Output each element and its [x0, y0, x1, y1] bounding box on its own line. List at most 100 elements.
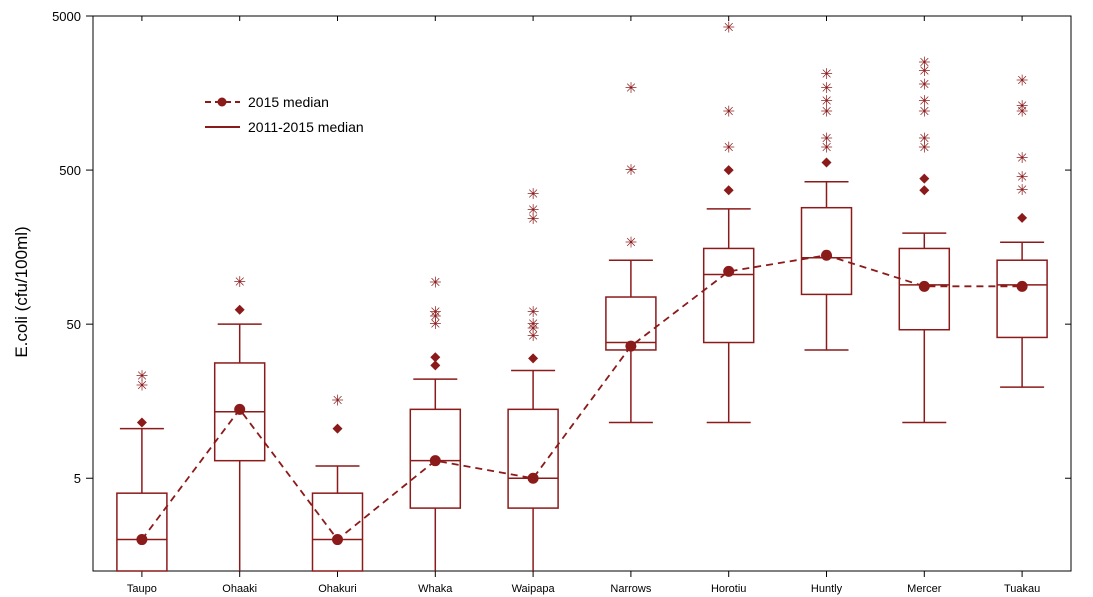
extreme-outlier: ✳ [527, 210, 540, 228]
plot-area [92, 15, 1072, 572]
iqr-box [311, 492, 364, 572]
extreme-outlier: ✳ [820, 65, 833, 83]
extreme-outlier: ✳ [233, 273, 246, 291]
extreme-outlier: ✳ [429, 274, 442, 292]
extreme-outlier: ✳ [527, 327, 540, 345]
iqr-box [702, 247, 755, 344]
mild-outlier [919, 185, 930, 196]
extreme-outlier: ✳ [918, 62, 931, 80]
mild-outlier [723, 165, 734, 176]
box-ohakuri [311, 465, 364, 572]
median-2015-point [234, 403, 246, 415]
x-tick-label: Mercer [907, 583, 942, 595]
extreme-outlier: ✳ [820, 130, 833, 148]
extreme-outlier: ✳ [1016, 97, 1029, 115]
x-tick-label: Ohaaki [222, 583, 257, 595]
extreme-outlier: ✳ [429, 315, 442, 333]
mild-outlier [430, 360, 441, 371]
legend-label-2015-median: 2015 median [248, 94, 329, 110]
extreme-outlier: ✳ [918, 102, 931, 120]
extreme-outlier: ✳ [918, 75, 931, 93]
y-tick-label: 5000 [52, 9, 81, 24]
extreme-outlier: ✳ [136, 367, 149, 385]
iqr-box [116, 492, 168, 572]
y-tick-label: 5 [74, 471, 81, 486]
extreme-outlier: ✳ [527, 185, 540, 203]
series-layer: ✳✳✳✳✳✳✳✳✳✳✳✳✳✳✳✳✳✳✳✳✳✳✳✳✳✳✳✳✳✳✳✳✳✳✳✳✳✳✳✳ [116, 19, 1048, 572]
median-2015-line [141, 254, 1023, 541]
median-2015-point [821, 249, 832, 261]
mild-outlier [1017, 212, 1028, 223]
extreme-outlier: ✳ [918, 92, 931, 110]
median-2015-point [918, 280, 930, 292]
median-2015-point [332, 534, 343, 546]
extreme-outlier: ✳ [820, 102, 833, 120]
y-axis-title: E.coli (cfu/100ml) [12, 226, 31, 357]
y-axis: 5 50 500 5000 [52, 9, 1071, 486]
extreme-outlier: ✳ [625, 79, 638, 97]
y-tick-label: 500 [59, 163, 81, 178]
mild-outlier [723, 185, 734, 196]
median-2015-point [527, 472, 539, 484]
box-tuakau [996, 241, 1048, 388]
extreme-outlier: ✳ [1016, 181, 1029, 199]
mild-outlier [332, 423, 343, 434]
extreme-outlier: ✳ [918, 130, 931, 148]
extreme-outlier: ✳ [820, 139, 833, 157]
extreme-outlier: ✳ [527, 319, 540, 337]
mild-outlier [528, 353, 539, 364]
extreme-outlier: ✳ [1016, 168, 1029, 186]
median-2015-point [723, 265, 735, 277]
iqr-box [507, 408, 559, 509]
mild-outlier [430, 352, 441, 363]
mild-outlier [821, 157, 832, 168]
x-tick-label: Ohakuri [318, 583, 357, 595]
extreme-outlier: ✳ [429, 308, 442, 326]
extreme-outlier: ✳ [625, 161, 638, 179]
box-ohaaki [213, 323, 266, 571]
extreme-outlier: ✳ [136, 376, 149, 394]
extreme-outlier: ✳ [722, 102, 735, 120]
box-horotiu [702, 208, 755, 424]
iqr-box [898, 247, 951, 331]
extreme-outlier: ✳ [820, 79, 833, 97]
extreme-outlier: ✳ [722, 139, 735, 157]
median-2015-point [136, 534, 148, 546]
x-tick-label: Tuakau [1004, 583, 1040, 595]
median-2015-point [625, 340, 637, 352]
extreme-outlier: ✳ [429, 303, 442, 321]
x-tick-label: Horotiu [711, 583, 746, 595]
extreme-outlier: ✳ [722, 19, 735, 37]
x-tick-label: Huntly [811, 583, 843, 595]
iqr-box [800, 206, 853, 296]
median-2015-point [429, 455, 441, 467]
x-tick-label: Waipapa [512, 583, 556, 595]
mild-outlier [919, 173, 930, 184]
extreme-outlier: ✳ [331, 391, 344, 409]
legend: 2015 median 2011-2015 median [205, 94, 364, 135]
box-mercer [898, 232, 951, 424]
iqr-box [409, 408, 462, 509]
mild-outlier [136, 417, 147, 428]
y-tick-label: 50 [67, 317, 81, 332]
x-tick-label: Whaka [418, 583, 453, 595]
extreme-outlier: ✳ [527, 315, 540, 333]
extreme-outlier: ✳ [1016, 72, 1029, 90]
x-tick-label: Taupo [127, 583, 157, 595]
x-tick-label: Narrows [610, 583, 651, 595]
extreme-outlier: ✳ [918, 53, 931, 71]
extreme-outlier: ✳ [527, 201, 540, 219]
legend-2015-median-dot [217, 97, 227, 107]
mild-outlier [234, 304, 245, 315]
extreme-outlier: ✳ [820, 92, 833, 110]
x-axis: Taupo Ohaaki Ohakuri Whaka Waipapa Narrows Hor… [127, 16, 1040, 595]
extreme-outlier: ✳ [1016, 149, 1029, 167]
iqr-box [996, 259, 1048, 339]
legend-label-2011-2015-median: 2011-2015 median [248, 119, 364, 135]
extreme-outlier: ✳ [918, 139, 931, 157]
extreme-outlier: ✳ [625, 233, 638, 251]
median-2015-point [1016, 280, 1028, 292]
extreme-outlier: ✳ [527, 303, 540, 321]
extreme-outlier: ✳ [1016, 102, 1029, 120]
